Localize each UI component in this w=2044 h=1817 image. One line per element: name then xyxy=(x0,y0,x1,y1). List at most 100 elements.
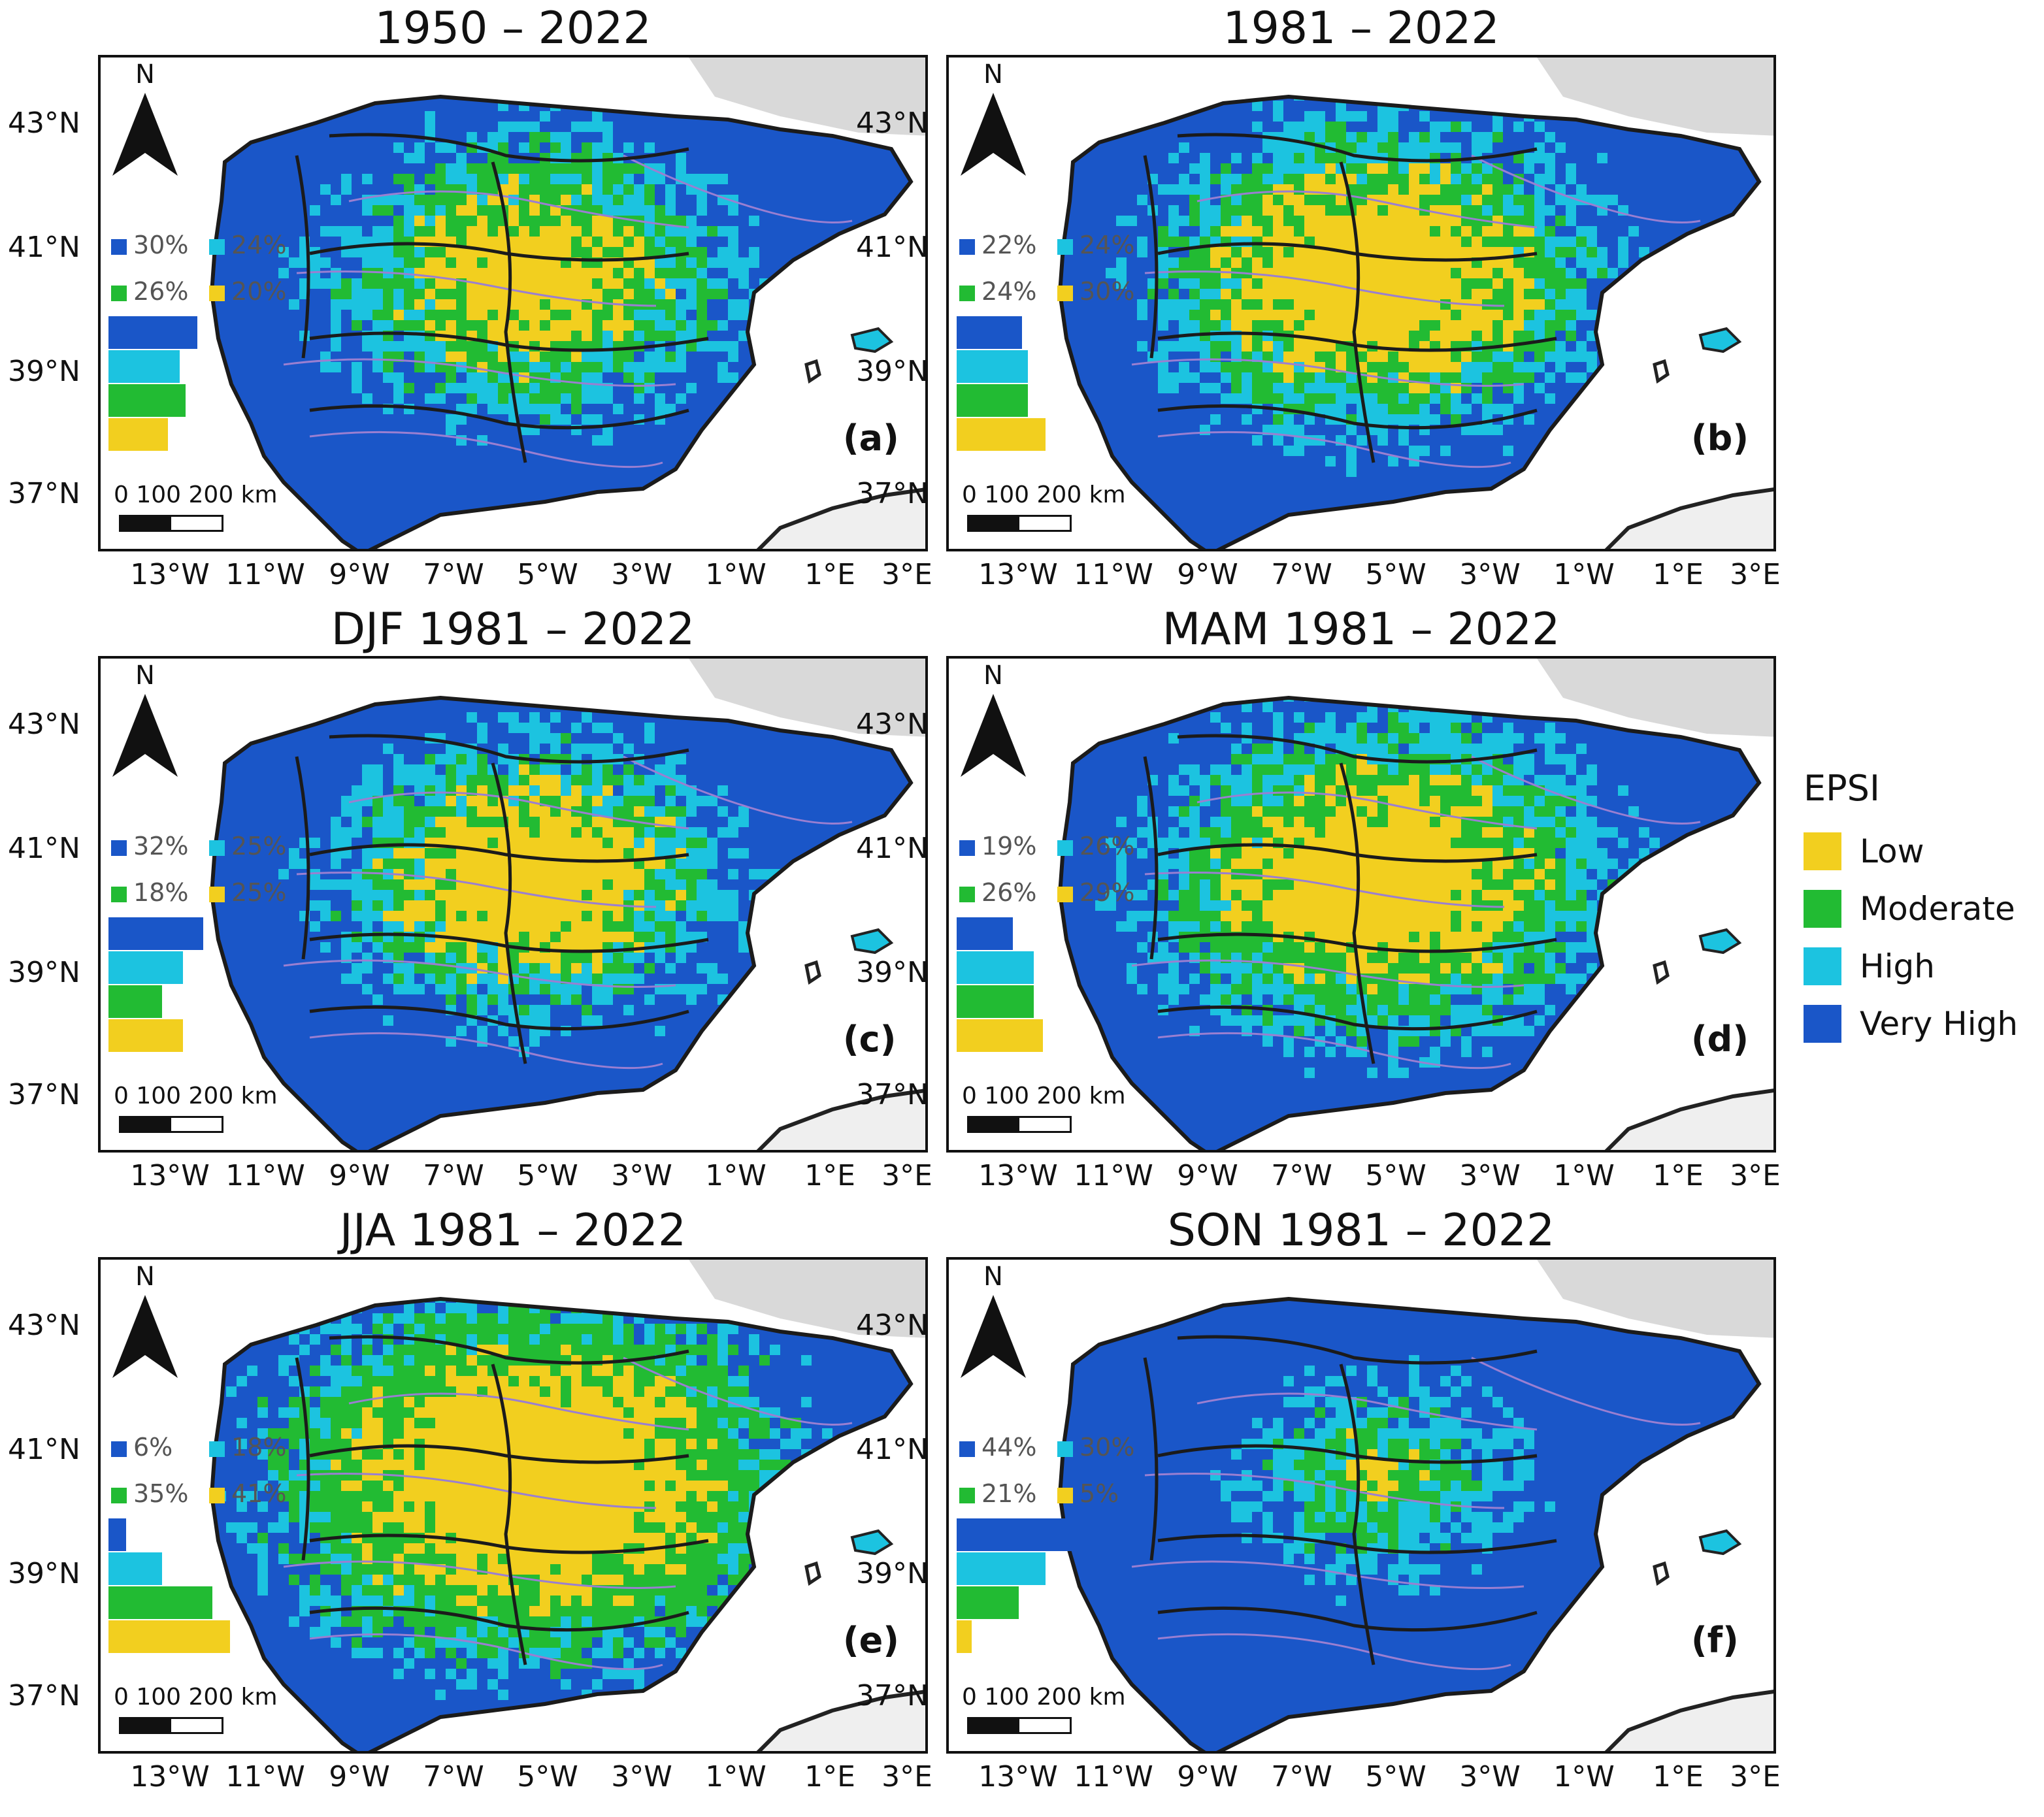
north-letter: N xyxy=(983,59,1003,90)
lon-tick-label: 3°W xyxy=(611,558,672,591)
pct-swatch xyxy=(959,887,975,902)
panel-title: MAM 1981 – 2022 xyxy=(1162,604,1560,655)
pct-value: 19% xyxy=(981,832,1037,860)
lon-tick-label: 1°E xyxy=(1653,1760,1704,1793)
pct-value: 29% xyxy=(1080,878,1135,907)
share-bar-high xyxy=(108,350,180,383)
basin-boundary xyxy=(309,242,689,262)
river-line xyxy=(1131,358,1525,387)
river-line xyxy=(1144,1473,1505,1509)
lon-tick-label: 13°W xyxy=(130,1159,210,1192)
panel-letter: (d) xyxy=(1691,1019,1749,1060)
ibiza-island xyxy=(804,1561,821,1586)
pct-high: 26% xyxy=(1057,834,1134,859)
share-bar-very-high xyxy=(957,316,1022,349)
lat-tick-label: 41°N xyxy=(8,832,80,865)
pct-swatch xyxy=(209,1488,225,1503)
basin-boundary xyxy=(1157,843,1538,863)
lon-tick-label: 1°W xyxy=(1553,1760,1615,1793)
river-line xyxy=(1471,755,1701,825)
lon-tick-label: 3°E xyxy=(1730,558,1781,591)
share-bar-moderate xyxy=(957,1586,1019,1619)
share-bar-moderate xyxy=(957,384,1028,417)
ibiza-island xyxy=(1653,960,1670,985)
north-arrow: N xyxy=(106,663,184,793)
lat-tick-label: 41°N xyxy=(856,231,929,264)
map-frame xyxy=(946,656,1776,1153)
lon-tick-label: 3°E xyxy=(882,558,932,591)
share-bar-high xyxy=(957,350,1028,383)
share-bar-low xyxy=(108,1620,230,1653)
share-bar-low xyxy=(108,1019,183,1052)
panel-letter: (b) xyxy=(1691,417,1749,459)
pct-value: 18% xyxy=(133,878,189,907)
lon-tick-label: 11°W xyxy=(1074,558,1153,591)
lon-tick-label: 1°W xyxy=(1553,558,1615,591)
basin-boundary xyxy=(309,1606,689,1632)
share-bar-moderate xyxy=(108,1586,212,1619)
pct-value: 44% xyxy=(981,1433,1037,1462)
lat-tick-label: 39°N xyxy=(8,956,80,989)
pct-swatch xyxy=(209,239,225,255)
scale-bar-black-segment xyxy=(121,1719,171,1732)
basin-boundary xyxy=(491,1364,527,1665)
pct-swatch xyxy=(111,286,127,301)
share-bar-very-high xyxy=(108,1518,126,1551)
lat-tick-label: 39°N xyxy=(856,956,929,989)
pct-value: 35% xyxy=(133,1479,189,1508)
pct-value: 26% xyxy=(133,277,189,306)
pct-swatch xyxy=(959,1488,975,1503)
panel-title: DJF 1981 – 2022 xyxy=(331,604,695,655)
lon-tick-label: 1°E xyxy=(804,1760,855,1793)
lon-tick-label: 7°W xyxy=(1271,558,1332,591)
lon-tick-label: 3°W xyxy=(1459,1760,1521,1793)
pct-swatch xyxy=(1057,887,1073,902)
map-frame xyxy=(98,1257,928,1754)
lon-tick-label: 11°W xyxy=(225,558,305,591)
legend-label-high: High xyxy=(1860,947,1935,985)
pct-value: 30% xyxy=(1080,1433,1135,1462)
lat-tick-label: 37°N xyxy=(8,477,80,510)
pct-low: 5% xyxy=(1057,1481,1119,1506)
basin-boundary xyxy=(1177,1335,1538,1365)
scale-bar xyxy=(119,1717,223,1734)
map-canvas xyxy=(209,659,925,1150)
pct-moderate: 21% xyxy=(959,1481,1036,1506)
scale-label: 0 100 200 km xyxy=(114,1083,278,1109)
scale-label: 0 100 200 km xyxy=(962,1684,1126,1711)
pct-high: 30% xyxy=(1057,1435,1134,1460)
balearic-islands xyxy=(850,327,894,353)
legend-label-moderate: Moderate xyxy=(1860,890,2015,928)
iberia-outline xyxy=(1057,1296,1762,1751)
lon-tick-label: 1°E xyxy=(804,1159,855,1192)
legend-swatch-high xyxy=(1804,947,1841,985)
pct-low: 20% xyxy=(209,279,286,304)
iberia-outline xyxy=(209,94,914,549)
scale-label: 0 100 200 km xyxy=(962,482,1126,508)
share-bar-moderate xyxy=(108,384,186,417)
lon-tick-label: 13°W xyxy=(130,558,210,591)
france-relief xyxy=(689,659,925,737)
pct-very-high: 30% xyxy=(111,233,188,257)
iberia-outline xyxy=(209,695,914,1150)
lon-tick-label: 5°W xyxy=(1365,1760,1426,1793)
scale-label: 0 100 200 km xyxy=(114,482,278,508)
pct-swatch xyxy=(959,286,975,301)
lon-tick-label: 13°W xyxy=(978,1159,1058,1192)
river-line xyxy=(348,791,689,830)
pct-swatch xyxy=(959,840,975,856)
pct-swatch xyxy=(1057,840,1073,856)
lon-tick-label: 5°W xyxy=(1365,558,1426,591)
lat-tick-label: 37°N xyxy=(856,477,929,510)
lon-tick-label: 13°W xyxy=(978,558,1058,591)
france-relief xyxy=(689,57,925,136)
scale-bar-black-segment xyxy=(969,1719,1019,1732)
scale-bar-black-segment xyxy=(969,1118,1019,1131)
lat-tick-label: 43°N xyxy=(856,106,929,140)
pct-value: 18% xyxy=(231,1433,287,1462)
river-line xyxy=(296,270,657,307)
lat-tick-label: 37°N xyxy=(856,1679,929,1712)
north-arrow: N xyxy=(954,663,1032,793)
lat-tick-label: 41°N xyxy=(856,1433,929,1466)
